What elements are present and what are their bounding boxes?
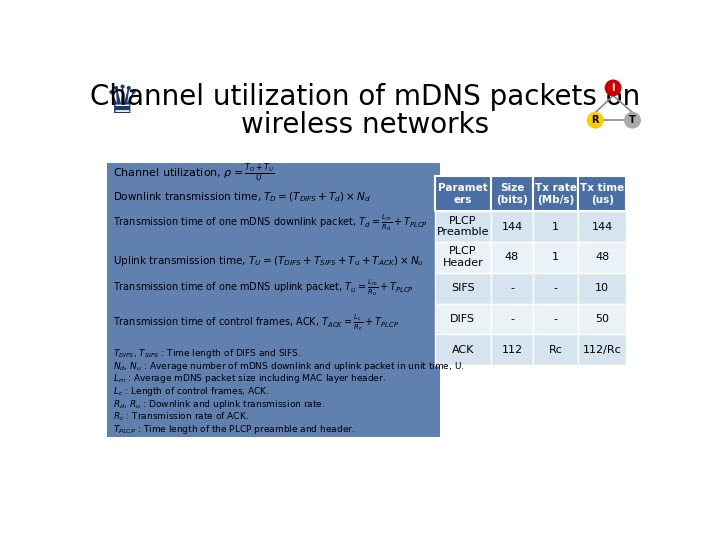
Text: $N_d$, $N_u$ : Average number of mDNS downlink and uplink packet in unit time, U: $N_d$, $N_u$ : Average number of mDNS do… [113, 360, 465, 373]
Text: ♛: ♛ [105, 83, 140, 121]
Text: Channel utilization of mDNS packets on: Channel utilization of mDNS packets on [90, 83, 640, 111]
Text: 1: 1 [552, 252, 559, 262]
Circle shape [606, 80, 621, 96]
Text: wireless networks: wireless networks [241, 111, 489, 139]
Text: 112/Rc: 112/Rc [583, 345, 621, 355]
FancyBboxPatch shape [490, 334, 534, 365]
Text: Size
(bits): Size (bits) [496, 183, 528, 205]
Text: $T_{DIFS}$, $T_{SIFS}$ : Time length of DIFS and SIFS.: $T_{DIFS}$, $T_{SIFS}$ : Time length of … [113, 347, 302, 360]
Text: $L_m$ : Average mDNS packet size including MAC layer header.: $L_m$ : Average mDNS packet size includi… [113, 373, 387, 386]
Text: Tx rate
(Mb/s): Tx rate (Mb/s) [535, 183, 577, 205]
FancyBboxPatch shape [534, 242, 578, 273]
FancyBboxPatch shape [90, 65, 648, 481]
Text: Rc: Rc [549, 345, 563, 355]
FancyBboxPatch shape [435, 211, 490, 242]
FancyBboxPatch shape [578, 273, 626, 303]
Circle shape [588, 112, 603, 128]
FancyBboxPatch shape [578, 211, 626, 242]
Text: PLCP
Header: PLCP Header [442, 246, 483, 268]
Text: DIFS: DIFS [450, 314, 475, 324]
Text: Downlink transmission time, $T_D = (T_{DIFS} + T_d) \times N_d$: Downlink transmission time, $T_D = (T_{D… [113, 191, 372, 204]
FancyBboxPatch shape [534, 273, 578, 303]
FancyBboxPatch shape [490, 273, 534, 303]
FancyBboxPatch shape [435, 242, 490, 273]
FancyBboxPatch shape [435, 177, 490, 211]
Text: Paramet
ers: Paramet ers [438, 183, 487, 205]
FancyBboxPatch shape [490, 177, 534, 211]
FancyBboxPatch shape [490, 242, 534, 273]
FancyBboxPatch shape [490, 303, 534, 334]
Text: -: - [510, 283, 514, 293]
Text: Transmission time of control frames, ACK, $T_{ACK} = \frac{L_c}{R_c} + T_{PLCP}$: Transmission time of control frames, ACK… [113, 312, 400, 333]
Text: Channel utilization, $\rho = \frac{T_D + T_U}{U}$: Channel utilization, $\rho = \frac{T_D +… [113, 161, 274, 184]
Text: I: I [611, 83, 615, 93]
Text: 48: 48 [595, 252, 609, 262]
Text: -: - [554, 283, 558, 293]
Text: $L_c$ : Length of control frames, ACK.: $L_c$ : Length of control frames, ACK. [113, 385, 270, 398]
Text: 112: 112 [501, 345, 523, 355]
FancyBboxPatch shape [534, 211, 578, 242]
Text: R: R [592, 115, 599, 125]
Text: Tx time
(us): Tx time (us) [580, 183, 624, 205]
FancyBboxPatch shape [435, 334, 490, 365]
Text: Transmission time of one mDNS uplink packet, $T_u = \frac{L_m}{R_u} + T_{PLCP}$: Transmission time of one mDNS uplink pac… [113, 278, 414, 299]
Text: SIFS: SIFS [451, 283, 474, 293]
Text: ACK: ACK [451, 345, 474, 355]
Text: -: - [554, 314, 558, 324]
FancyBboxPatch shape [490, 211, 534, 242]
FancyBboxPatch shape [578, 303, 626, 334]
FancyBboxPatch shape [534, 303, 578, 334]
Text: $T_{PLCP}$ : Time length of the PLCP preamble and header.: $T_{PLCP}$ : Time length of the PLCP pre… [113, 423, 356, 436]
Text: T: T [629, 115, 636, 125]
FancyBboxPatch shape [578, 334, 626, 365]
Text: 1: 1 [552, 221, 559, 232]
Text: $R_d$, $R_u$ : Downlink and uplink transmission rate.: $R_d$, $R_u$ : Downlink and uplink trans… [113, 398, 325, 411]
FancyBboxPatch shape [435, 303, 490, 334]
Circle shape [625, 112, 640, 128]
FancyBboxPatch shape [435, 273, 490, 303]
Text: -: - [510, 314, 514, 324]
FancyBboxPatch shape [534, 334, 578, 365]
FancyBboxPatch shape [578, 177, 626, 211]
FancyBboxPatch shape [578, 242, 626, 273]
Text: 144: 144 [501, 221, 523, 232]
Text: 50: 50 [595, 314, 609, 324]
Text: 144: 144 [592, 221, 613, 232]
Text: Uplink transmission time, $T_U = (T_{DIFS} + T_{SIFS} + T_u + T_{ACK}) \times N_: Uplink transmission time, $T_U = (T_{DIF… [113, 254, 425, 268]
Text: Transmission time of one mDNS downlink packet, $T_d = \frac{L_m}{R_d} + T_{PLCP}: Transmission time of one mDNS downlink p… [113, 212, 428, 233]
FancyBboxPatch shape [534, 177, 578, 211]
FancyBboxPatch shape [107, 164, 441, 437]
Text: 10: 10 [595, 283, 609, 293]
Text: PLCP
Preamble: PLCP Preamble [436, 215, 489, 237]
Text: 48: 48 [505, 252, 519, 262]
Text: $R_c$ : Transmission rate of ACK.: $R_c$ : Transmission rate of ACK. [113, 411, 249, 423]
